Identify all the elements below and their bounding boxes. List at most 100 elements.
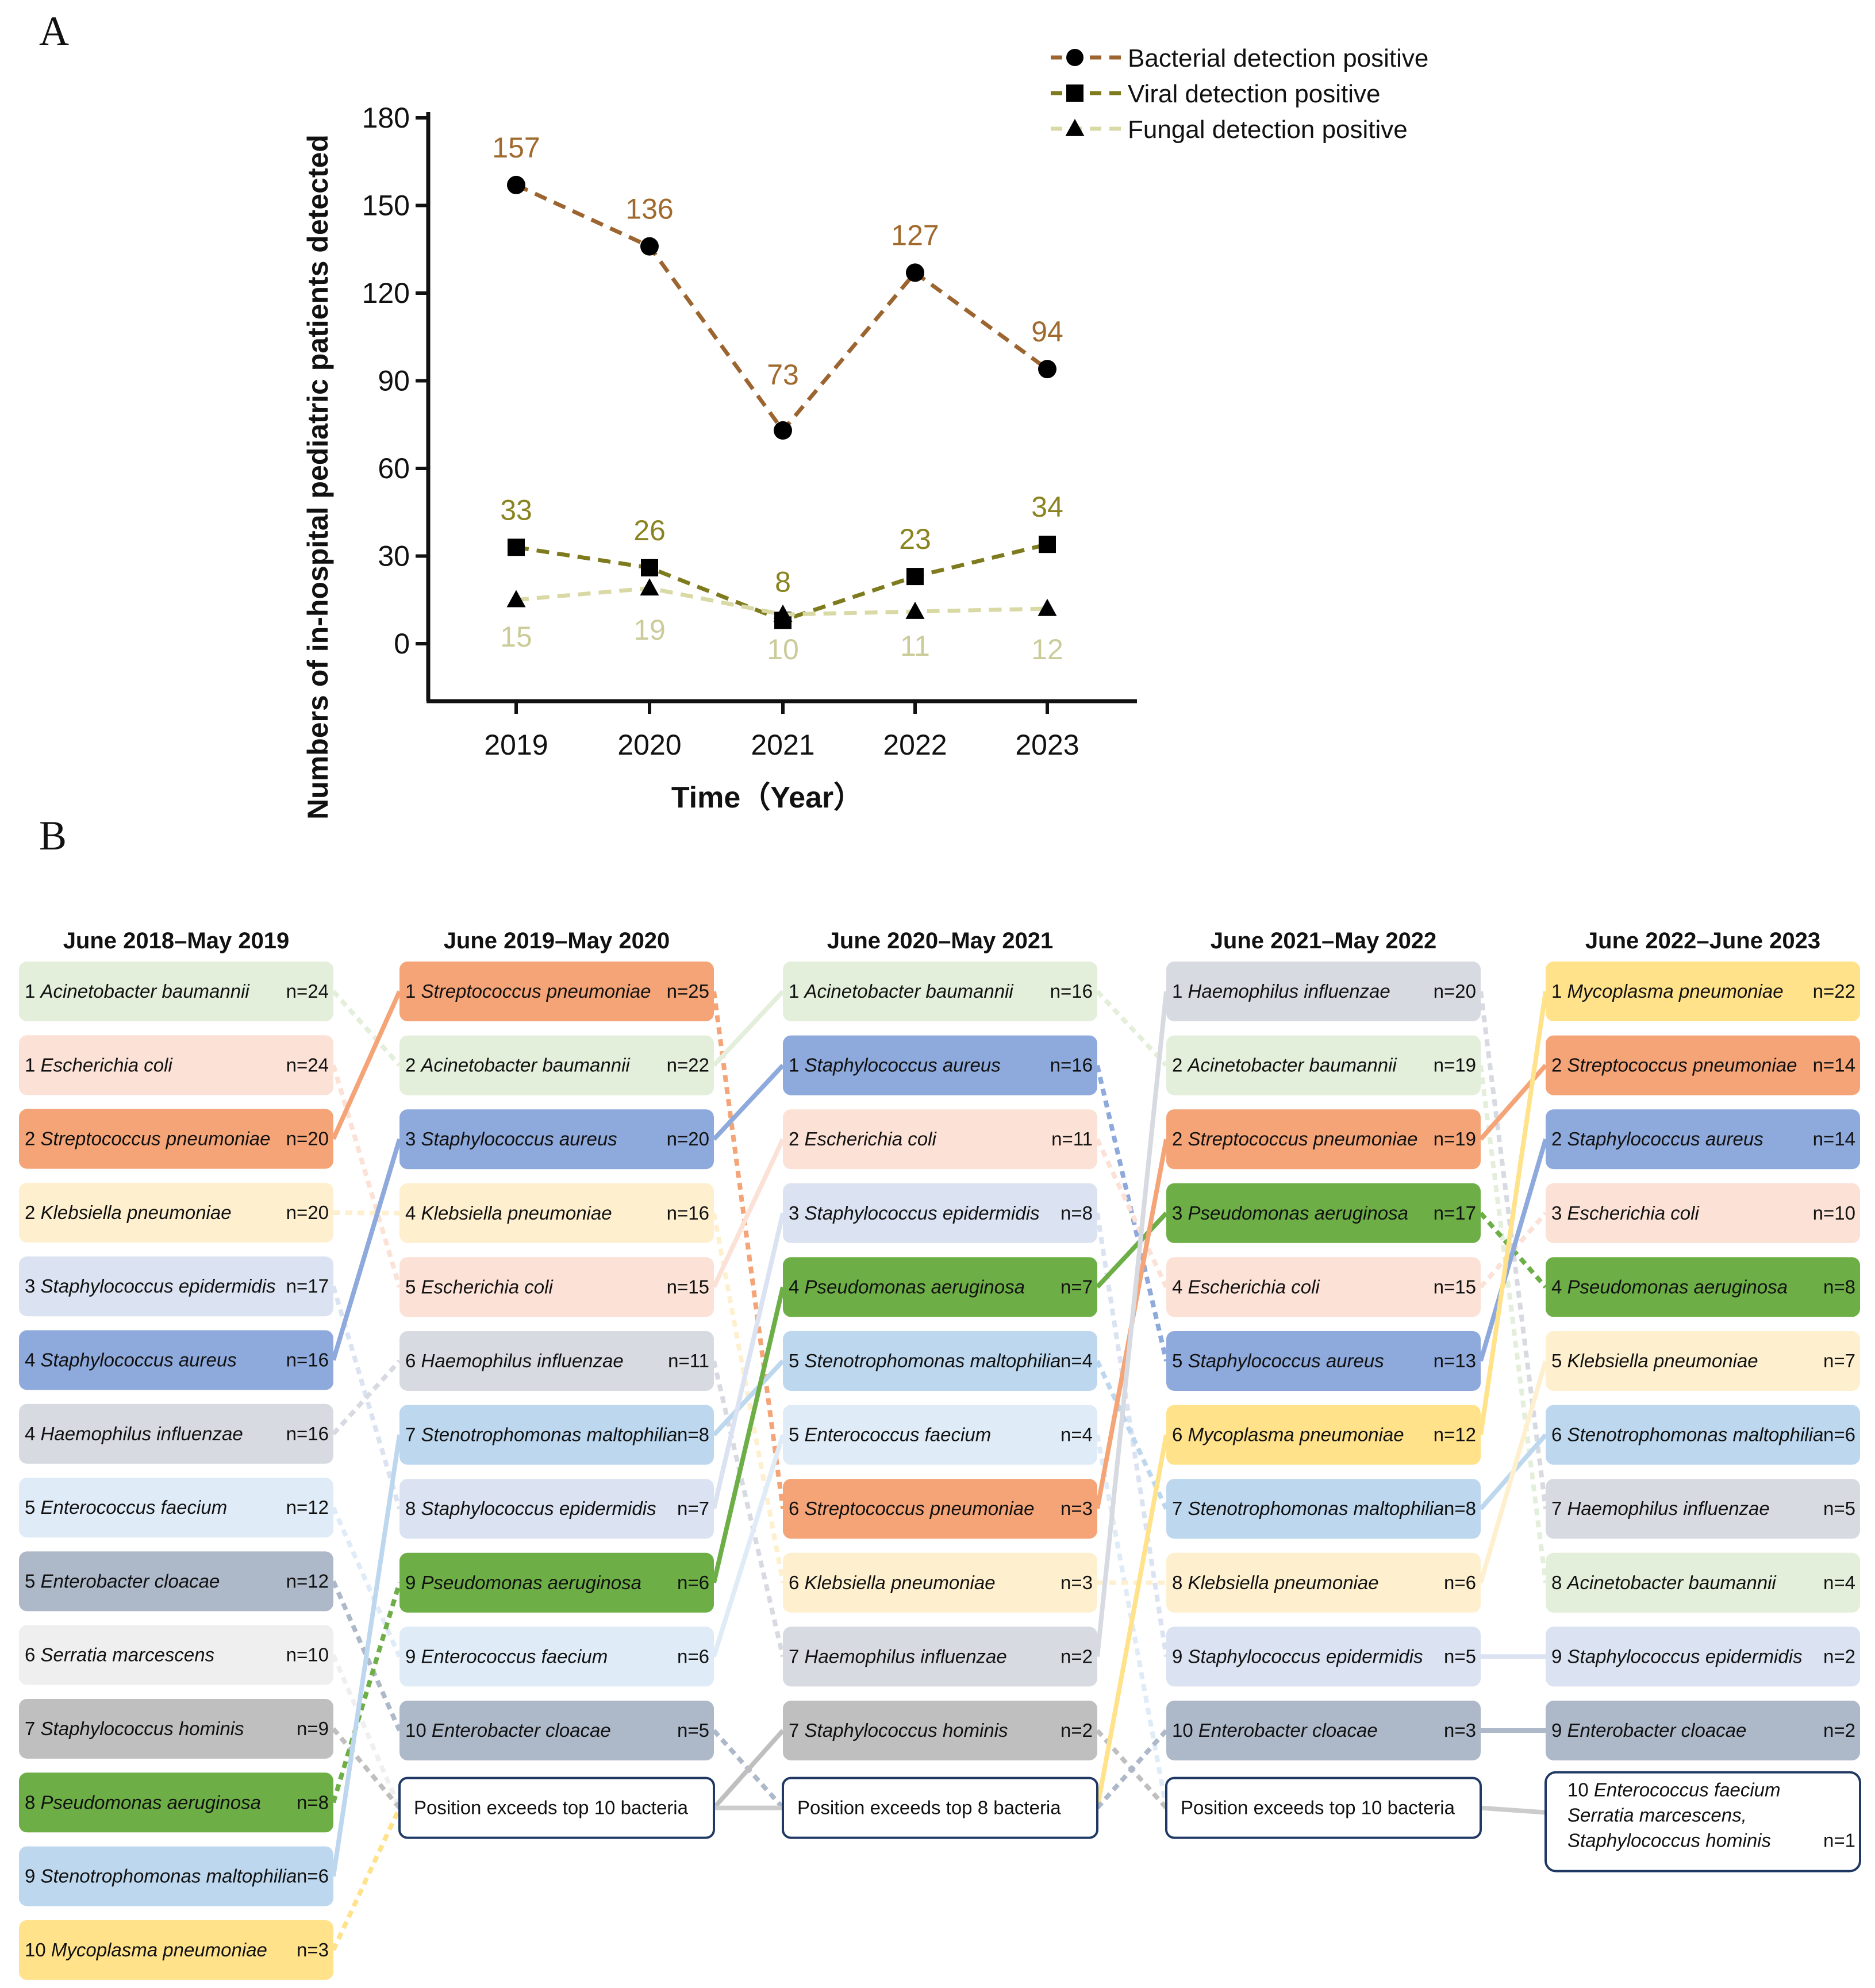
rank-item: 1 Staphylococcus aureus n=16 xyxy=(783,1035,1097,1095)
rank-item-box xyxy=(1546,1552,1860,1613)
rank-item: 2 Acinetobacter baumannii n=22 xyxy=(399,1035,714,1095)
other-box-frame xyxy=(1165,1776,1482,1839)
rank-item-count: n=2 xyxy=(1823,1645,1855,1667)
rank-item-label: 2 Escherichia coli xyxy=(789,1128,937,1149)
x-tick-label: 2019 xyxy=(484,729,548,761)
rank-column: June 2018–May 2019 1 Acinetobacter bauman… xyxy=(19,928,333,1980)
rank-item-label: 2 Staphylococcus aureus xyxy=(1551,1128,1763,1149)
rank-item-label: 9 Enterobacter cloacae xyxy=(1551,1720,1746,1741)
rank-item-box xyxy=(399,1626,714,1687)
rank-link xyxy=(1478,1139,1548,1362)
rank-item-label: 1 Staphylococcus aureus xyxy=(789,1055,1001,1076)
rank-item: 9 Stenotrophomonas maltophilia n=6 xyxy=(19,1846,333,1906)
rank-flow-links xyxy=(331,990,1548,1951)
rank-item-label: 9 Staphylococcus epidermidis xyxy=(1551,1645,1803,1667)
rank-item: 1 Acinetobacter baumannii n=16 xyxy=(783,962,1097,1021)
rank-item-count: n=24 xyxy=(286,980,329,1002)
rank-item-box xyxy=(1546,1109,1860,1170)
rank-item-box xyxy=(1166,1109,1481,1170)
rank-column: June 2022–June 2023 1 Mycoplasma pneumoni… xyxy=(1544,928,1861,1872)
rank-item-count: n=3 xyxy=(297,1939,329,1960)
data-label: 23 xyxy=(899,523,931,555)
rank-item-count: n=5 xyxy=(677,1720,709,1741)
rank-item-box xyxy=(1546,1035,1860,1095)
rank-item: 5 Staphylococcus aureus n=13 xyxy=(1166,1331,1481,1391)
rank-item-count: n=16 xyxy=(286,1423,329,1444)
rank-item: 3 Staphylococcus aureus n=20 xyxy=(399,1109,714,1170)
rank-item: 7 Staphylococcus hominis n=9 xyxy=(19,1699,333,1759)
rank-item-count: n=16 xyxy=(667,1202,709,1224)
rank-link xyxy=(712,1360,785,1658)
data-label: 34 xyxy=(1031,491,1063,523)
column-title: June 2022–June 2023 xyxy=(1585,928,1820,953)
rank-item: 1 Streptococcus pneumoniae n=25 xyxy=(399,962,714,1021)
rank-item: 2 Klebsiella pneumoniae n=20 xyxy=(19,1182,333,1243)
rank-link xyxy=(1096,1212,1168,1289)
rank-link xyxy=(712,1359,785,1437)
rank-item-count: n=3 xyxy=(1444,1720,1476,1741)
rank-item-box xyxy=(399,1405,714,1465)
rank-item-count: n=7 xyxy=(677,1498,709,1519)
rank-item-count: n=14 xyxy=(1813,1055,1855,1076)
rank-item-count: n=25 xyxy=(667,980,709,1002)
rank-column: June 2021–May 2022 1 Haemophilus influenz… xyxy=(1165,928,1482,1839)
rank-item-count: n=24 xyxy=(286,1054,329,1075)
rank-item: 3 Staphylococcus epidermidis n=8 xyxy=(783,1183,1097,1243)
rank-item: 5 Escherichia coli n=15 xyxy=(399,1257,714,1317)
data-label: 136 xyxy=(625,193,673,225)
rank-item-box xyxy=(783,1552,1097,1613)
rank-item: 3 Staphylococcus epidermidis n=17 xyxy=(19,1256,333,1317)
rank-item-label: 9 Stenotrophomonas maltophilia xyxy=(25,1866,297,1887)
rank-link xyxy=(1095,1213,1169,1658)
other-multi-box: 10 Enterococcus faecium Serratia marcesce… xyxy=(1544,1771,1861,1872)
y-tick-label: 30 xyxy=(378,540,410,572)
rank-item-box xyxy=(1166,1701,1481,1760)
other-box-frame xyxy=(398,1776,715,1839)
rank-item-label: 7 Staphylococcus hominis xyxy=(25,1718,244,1739)
data-label: 33 xyxy=(500,494,532,526)
y-axis-label: Numbers of in-hospital pediatric patient… xyxy=(302,134,334,820)
rank-item-count: n=22 xyxy=(1813,980,1855,1002)
rank-item-count: n=20 xyxy=(286,1202,329,1223)
legend-entry: Bacterial detection positive xyxy=(1051,44,1428,72)
rank-item-box xyxy=(783,962,1097,1021)
rank-item-label: 7 Haemophilus influenzae xyxy=(789,1645,1007,1667)
rank-item: 2 Streptococcus pneumoniae n=20 xyxy=(19,1109,333,1169)
circle-marker xyxy=(906,263,924,282)
rank-item-label: 1 Escherichia coli xyxy=(25,1054,173,1075)
triangle-marker xyxy=(640,578,659,596)
rank-item-box xyxy=(1166,1552,1481,1613)
rank-item: 7 Stenotrophomonas maltophilia n=8 xyxy=(1166,1479,1481,1539)
rank-item-count: n=9 xyxy=(297,1718,329,1739)
rank-item-box xyxy=(1546,962,1860,1021)
rank-item: 4 Staphylococcus aureus n=16 xyxy=(19,1330,333,1390)
rank-item-count: n=19 xyxy=(1434,1128,1476,1149)
rank-link xyxy=(712,1063,785,1141)
rank-item-count: n=16 xyxy=(286,1349,329,1371)
rank-item-box xyxy=(399,1701,714,1760)
rank-item-label: 1 Haemophilus influenzae xyxy=(1172,980,1390,1002)
rank-item: 6 Haemophilus influenzae n=11 xyxy=(399,1331,714,1391)
rank-item-box xyxy=(1546,1479,1860,1539)
data-label: 26 xyxy=(633,514,666,547)
rank-link xyxy=(1095,1360,1169,1510)
rank-link xyxy=(1095,1434,1169,1809)
rank-link xyxy=(1478,1065,1548,1583)
rank-link xyxy=(712,990,785,1067)
rank-item-count: n=4 xyxy=(1061,1350,1093,1371)
rank-item: 2 Streptococcus pneumoniae n=19 xyxy=(1166,1109,1481,1170)
rank-item-count: n=2 xyxy=(1823,1720,1855,1741)
rank-item: 9 Staphylococcus epidermidis n=5 xyxy=(1166,1626,1481,1687)
rank-item-count: n=11 xyxy=(1051,1128,1093,1149)
other-box-frame xyxy=(782,1776,1098,1839)
rank-item: 9 Enterococcus faecium n=6 xyxy=(399,1626,714,1687)
rank-link xyxy=(331,1727,402,1810)
rank-item-count: n=5 xyxy=(1444,1645,1476,1667)
rank-item-box xyxy=(19,1625,333,1685)
rank-item-label: 3 Escherichia coli xyxy=(1551,1202,1700,1224)
legend-label: Bacterial detection positive xyxy=(1128,44,1428,72)
x-tick-label: 2023 xyxy=(1015,729,1079,761)
triangle-marker xyxy=(1038,598,1057,616)
rank-item: 6 Mycoplasma pneumoniae n=12 xyxy=(1166,1405,1481,1465)
rank-item-box xyxy=(19,1699,333,1759)
